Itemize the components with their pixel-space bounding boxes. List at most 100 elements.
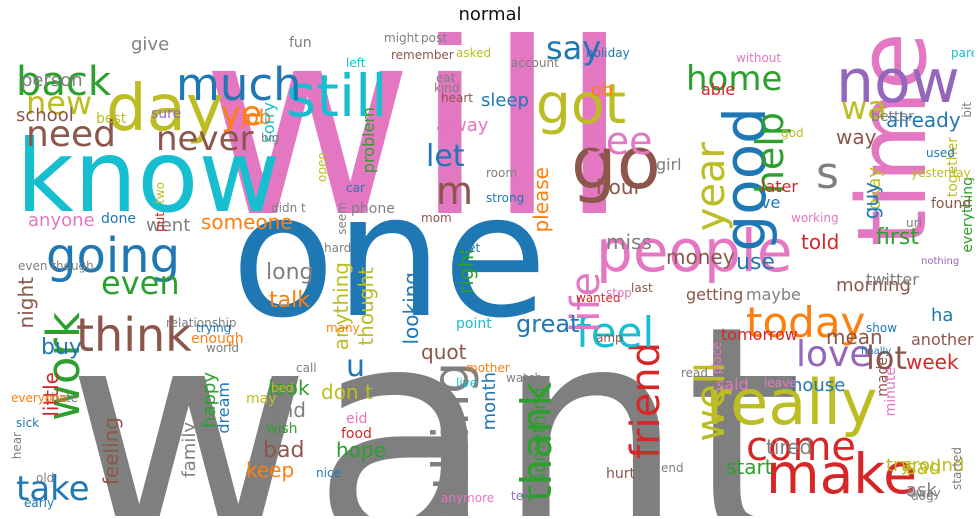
word-don-t: don t (321, 380, 373, 404)
word-tired: tired (766, 435, 813, 459)
word-point: point (456, 316, 492, 332)
word-world: world (206, 341, 240, 355)
word-sick: sick (16, 416, 40, 430)
word-enough: enough (191, 331, 244, 347)
word-went: went (146, 215, 191, 236)
word-feel: feel (576, 308, 655, 357)
word-ve: ve (761, 193, 781, 212)
word-account: account (511, 56, 559, 70)
wordcloud-title: normal (458, 4, 522, 25)
word-home: home (686, 59, 783, 99)
word-will: will (201, 32, 631, 275)
word-even: even (101, 264, 180, 302)
word-sleep: sleep (481, 90, 529, 111)
word-love: love (796, 334, 872, 375)
word-bad: bad (263, 438, 305, 463)
word-away: away (909, 486, 941, 500)
word-money: money (666, 245, 735, 269)
word-amp: amp (596, 331, 623, 345)
word-able: able (701, 80, 736, 99)
word-much: much (176, 58, 302, 111)
word-miss: miss (606, 230, 652, 254)
word-old: old (36, 471, 55, 485)
word-job: job (241, 105, 272, 129)
word-night: night (14, 277, 38, 329)
word-trying: trying (196, 321, 232, 335)
word-twitter: twitter (866, 270, 919, 289)
word-long: long (266, 260, 314, 285)
word-nothing: nothing (921, 256, 960, 267)
word-seem: seem (335, 202, 349, 235)
word-guy: guy (859, 182, 883, 220)
word-better: better (871, 109, 914, 125)
word-alway: alway (436, 115, 489, 136)
word-fun: fun (289, 35, 312, 51)
word-stop: stop (606, 286, 632, 300)
word-minute: minute (883, 367, 899, 417)
word-without: without (736, 51, 782, 65)
word-might: might (384, 32, 419, 45)
word-take: take (16, 469, 90, 509)
word-oh: oh (591, 80, 614, 101)
word-feeling: feeling (99, 417, 123, 486)
word-found: found (931, 196, 972, 212)
word-remember: remember (391, 48, 454, 62)
word-yet: yet (461, 241, 481, 255)
word-girl: girl (656, 155, 682, 174)
word-post: post (421, 32, 447, 45)
word-think: think (76, 308, 192, 362)
word-first: first (876, 225, 919, 250)
word-keep: keep (246, 458, 295, 482)
word-finally: finally (861, 346, 892, 357)
word-now: now (836, 47, 960, 117)
word-car: car (346, 181, 365, 195)
word-wish: wish (266, 421, 298, 437)
word-room: room (486, 166, 518, 180)
word-put: put (153, 212, 167, 232)
word-ask: ask (906, 480, 937, 501)
word-sad: sad (906, 455, 942, 479)
word-mom: mom (421, 211, 452, 225)
word-best: best (96, 111, 127, 127)
word-start: start (726, 455, 773, 479)
word-cloud: want will one time know really make day people st… (6, 32, 974, 516)
word-everything: everything (960, 177, 974, 253)
word-left: left (346, 56, 366, 70)
word-something: something (529, 387, 550, 483)
word-leave: leave (764, 376, 797, 390)
word-need: need (26, 114, 116, 155)
word-family: family (179, 422, 200, 478)
word-anything: anything (329, 262, 353, 351)
word-u: u (346, 349, 366, 384)
word-great: great (516, 310, 580, 338)
word-tomorrow: tomorrow (721, 325, 798, 344)
word-god: god (781, 126, 804, 140)
word-big: big (261, 131, 280, 145)
word-used: used (926, 146, 955, 160)
word-going: going (46, 228, 181, 284)
word-please: please (529, 167, 553, 233)
word-use: use (736, 250, 775, 275)
word-live: live (456, 376, 478, 390)
word-today: today (746, 298, 866, 347)
word-morning: morning (836, 275, 911, 296)
word-watch: watch (506, 371, 543, 385)
word-later: later (761, 177, 798, 196)
word-ye: ye (221, 94, 263, 134)
word-want: want (66, 262, 803, 517)
word-hurt: hurt (606, 466, 635, 482)
word-around: around (901, 455, 965, 476)
word-lot: lot (866, 339, 908, 377)
word-dog: dog (911, 489, 934, 503)
word-heart: heart (441, 91, 473, 105)
word-anyone: anyone (28, 210, 95, 231)
word-day: day (106, 72, 224, 146)
word-hate: hate (51, 391, 79, 405)
word-holiday: holiday (586, 46, 630, 60)
word-food: food (341, 426, 372, 442)
word-someone: someone (201, 210, 293, 234)
word-hour: hour (596, 175, 642, 199)
word-eid: eid (346, 411, 368, 427)
word-wa: wa (841, 89, 887, 127)
word-call: call (296, 361, 317, 375)
